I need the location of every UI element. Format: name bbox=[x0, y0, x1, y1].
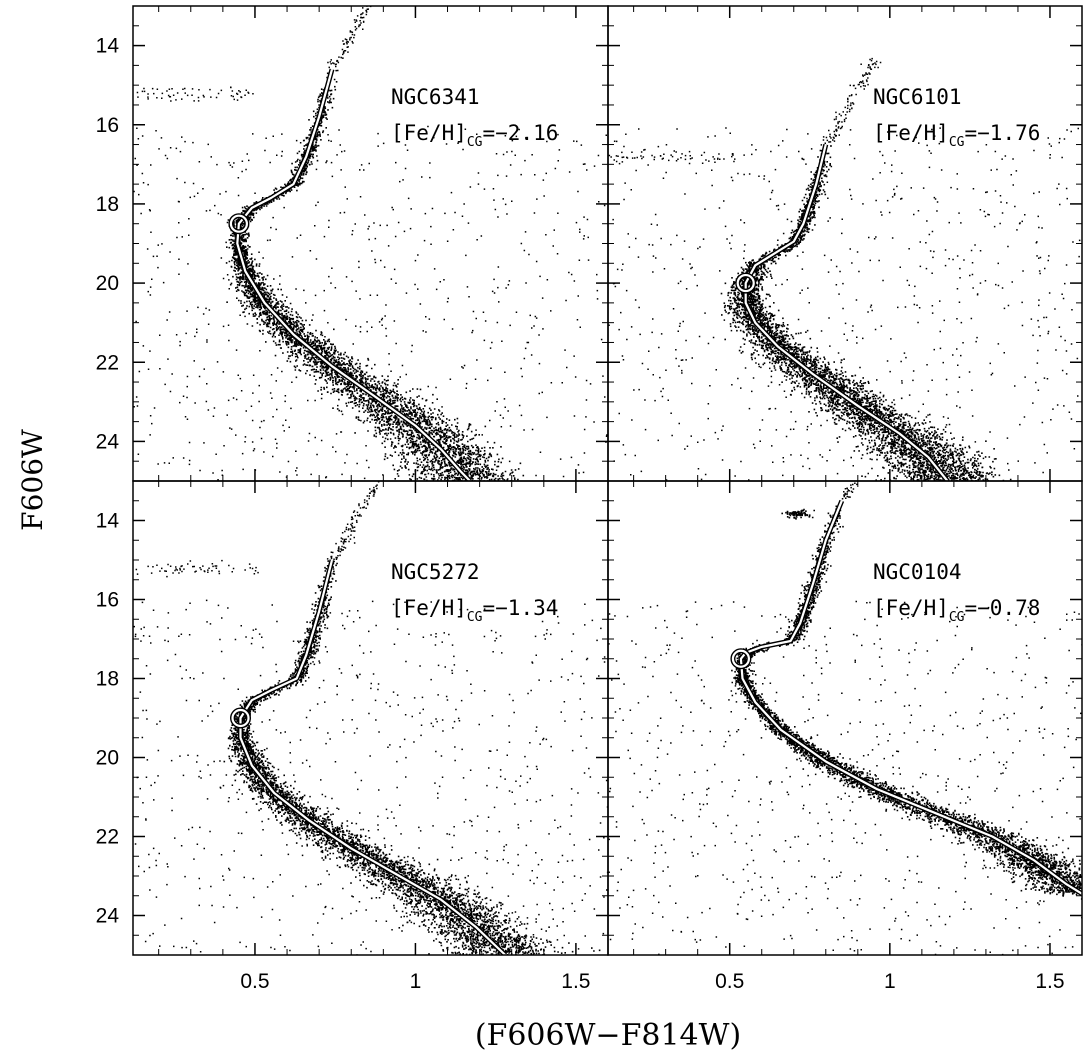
fiducial-line bbox=[739, 500, 1082, 895]
y-tick-label: 14 bbox=[96, 35, 120, 58]
y-tick-label: 18 bbox=[96, 193, 119, 216]
x-tick-label: 0.5 bbox=[240, 970, 269, 993]
metallicity-value: =−2.16 bbox=[483, 121, 559, 145]
cluster-name: NGC5272 bbox=[391, 560, 480, 584]
y-tick-label: 24 bbox=[96, 430, 120, 453]
y-tick-label: 20 bbox=[96, 272, 119, 295]
metallicity-label: [Fe/H]CG=−1.76 bbox=[873, 121, 1040, 150]
cluster-name: NGC6101 bbox=[873, 85, 962, 109]
panels-layer: 141618202224NGC6341[Fe/H]CG=−2.16NGC6101… bbox=[96, 5, 1083, 993]
y-tick-label: 16 bbox=[96, 589, 119, 612]
metallicity-value: =−1.34 bbox=[483, 596, 559, 620]
y-tick-label: 14 bbox=[96, 510, 120, 533]
fiducial-line bbox=[239, 559, 507, 955]
cluster-name: NGC6341 bbox=[391, 85, 480, 109]
metallicity-label: [Fe/H]CG=−0.78 bbox=[873, 596, 1040, 625]
metallicity-subscript: CG bbox=[467, 135, 483, 150]
y-tick-label: 22 bbox=[96, 351, 119, 374]
metallicity-value: =−1.76 bbox=[965, 121, 1041, 145]
turnoff-marker bbox=[731, 649, 751, 668]
turnoff-marker bbox=[229, 214, 249, 233]
metallicity-prefix: [Fe/H] bbox=[391, 121, 467, 145]
y-tick-label: 24 bbox=[96, 905, 120, 928]
y-tick-label: 20 bbox=[96, 747, 119, 770]
metallicity-prefix: [Fe/H] bbox=[873, 121, 949, 145]
fiducial-line bbox=[236, 69, 471, 481]
panel-plot-area bbox=[608, 481, 1082, 955]
panel-ngc6341: 14 16 18 20 22 24 NGC6341 [Fe/H]CG=−2.16 bbox=[96, 5, 609, 482]
y-tick-label: 22 bbox=[96, 826, 119, 849]
x-tick-label: 1 bbox=[410, 970, 422, 993]
star-points bbox=[133, 6, 608, 481]
cluster-name: NGC0104 bbox=[873, 560, 962, 584]
metallicity-label: [Fe/H]CG=−1.34 bbox=[391, 596, 558, 625]
y-axis-label: F606W bbox=[16, 429, 49, 531]
x-axis-label: (F606W−F814W) bbox=[475, 1018, 741, 1053]
turnoff-marker bbox=[736, 273, 755, 293]
fiducial-line bbox=[744, 144, 949, 481]
panel-plot-area bbox=[133, 6, 608, 481]
y-tick-label: 18 bbox=[96, 668, 119, 691]
panel-ngc6101: NGC6101 [Fe/H]CG=−1.76 bbox=[607, 5, 1083, 482]
turnoff-marker bbox=[231, 708, 250, 728]
panel-ngc0104: 0.5 1 1.5 NGC0104 [Fe/H]CG=−0.78 bbox=[607, 480, 1083, 993]
x-tick-label: 1 bbox=[884, 970, 896, 993]
panel-plot-area bbox=[133, 481, 608, 955]
metallicity-subscript: CG bbox=[467, 610, 483, 625]
metallicity-prefix: [Fe/H] bbox=[873, 596, 949, 620]
star-points bbox=[133, 481, 608, 955]
panel-plot-area bbox=[608, 57, 1082, 481]
metallicity-value: =−0.78 bbox=[965, 596, 1041, 620]
metallicity-subscript: CG bbox=[949, 610, 965, 625]
x-tick-label: 1.5 bbox=[561, 970, 590, 993]
star-points bbox=[608, 481, 1082, 955]
metallicity-label: [Fe/H]CG=−2.16 bbox=[391, 121, 558, 150]
y-tick-label: 16 bbox=[96, 114, 119, 137]
metallicity-prefix: [Fe/H] bbox=[391, 596, 467, 620]
x-tick-label: 0.5 bbox=[715, 970, 744, 993]
panel-ngc5272: 14 16 18 20 22 24 0.5 1 1.5 NGC5272 [Fe/H]CG=−1.34 bbox=[96, 480, 609, 993]
x-tick-label: 1.5 bbox=[1035, 970, 1064, 993]
metallicity-subscript: CG bbox=[949, 135, 965, 150]
panel-frame bbox=[607, 480, 1083, 956]
